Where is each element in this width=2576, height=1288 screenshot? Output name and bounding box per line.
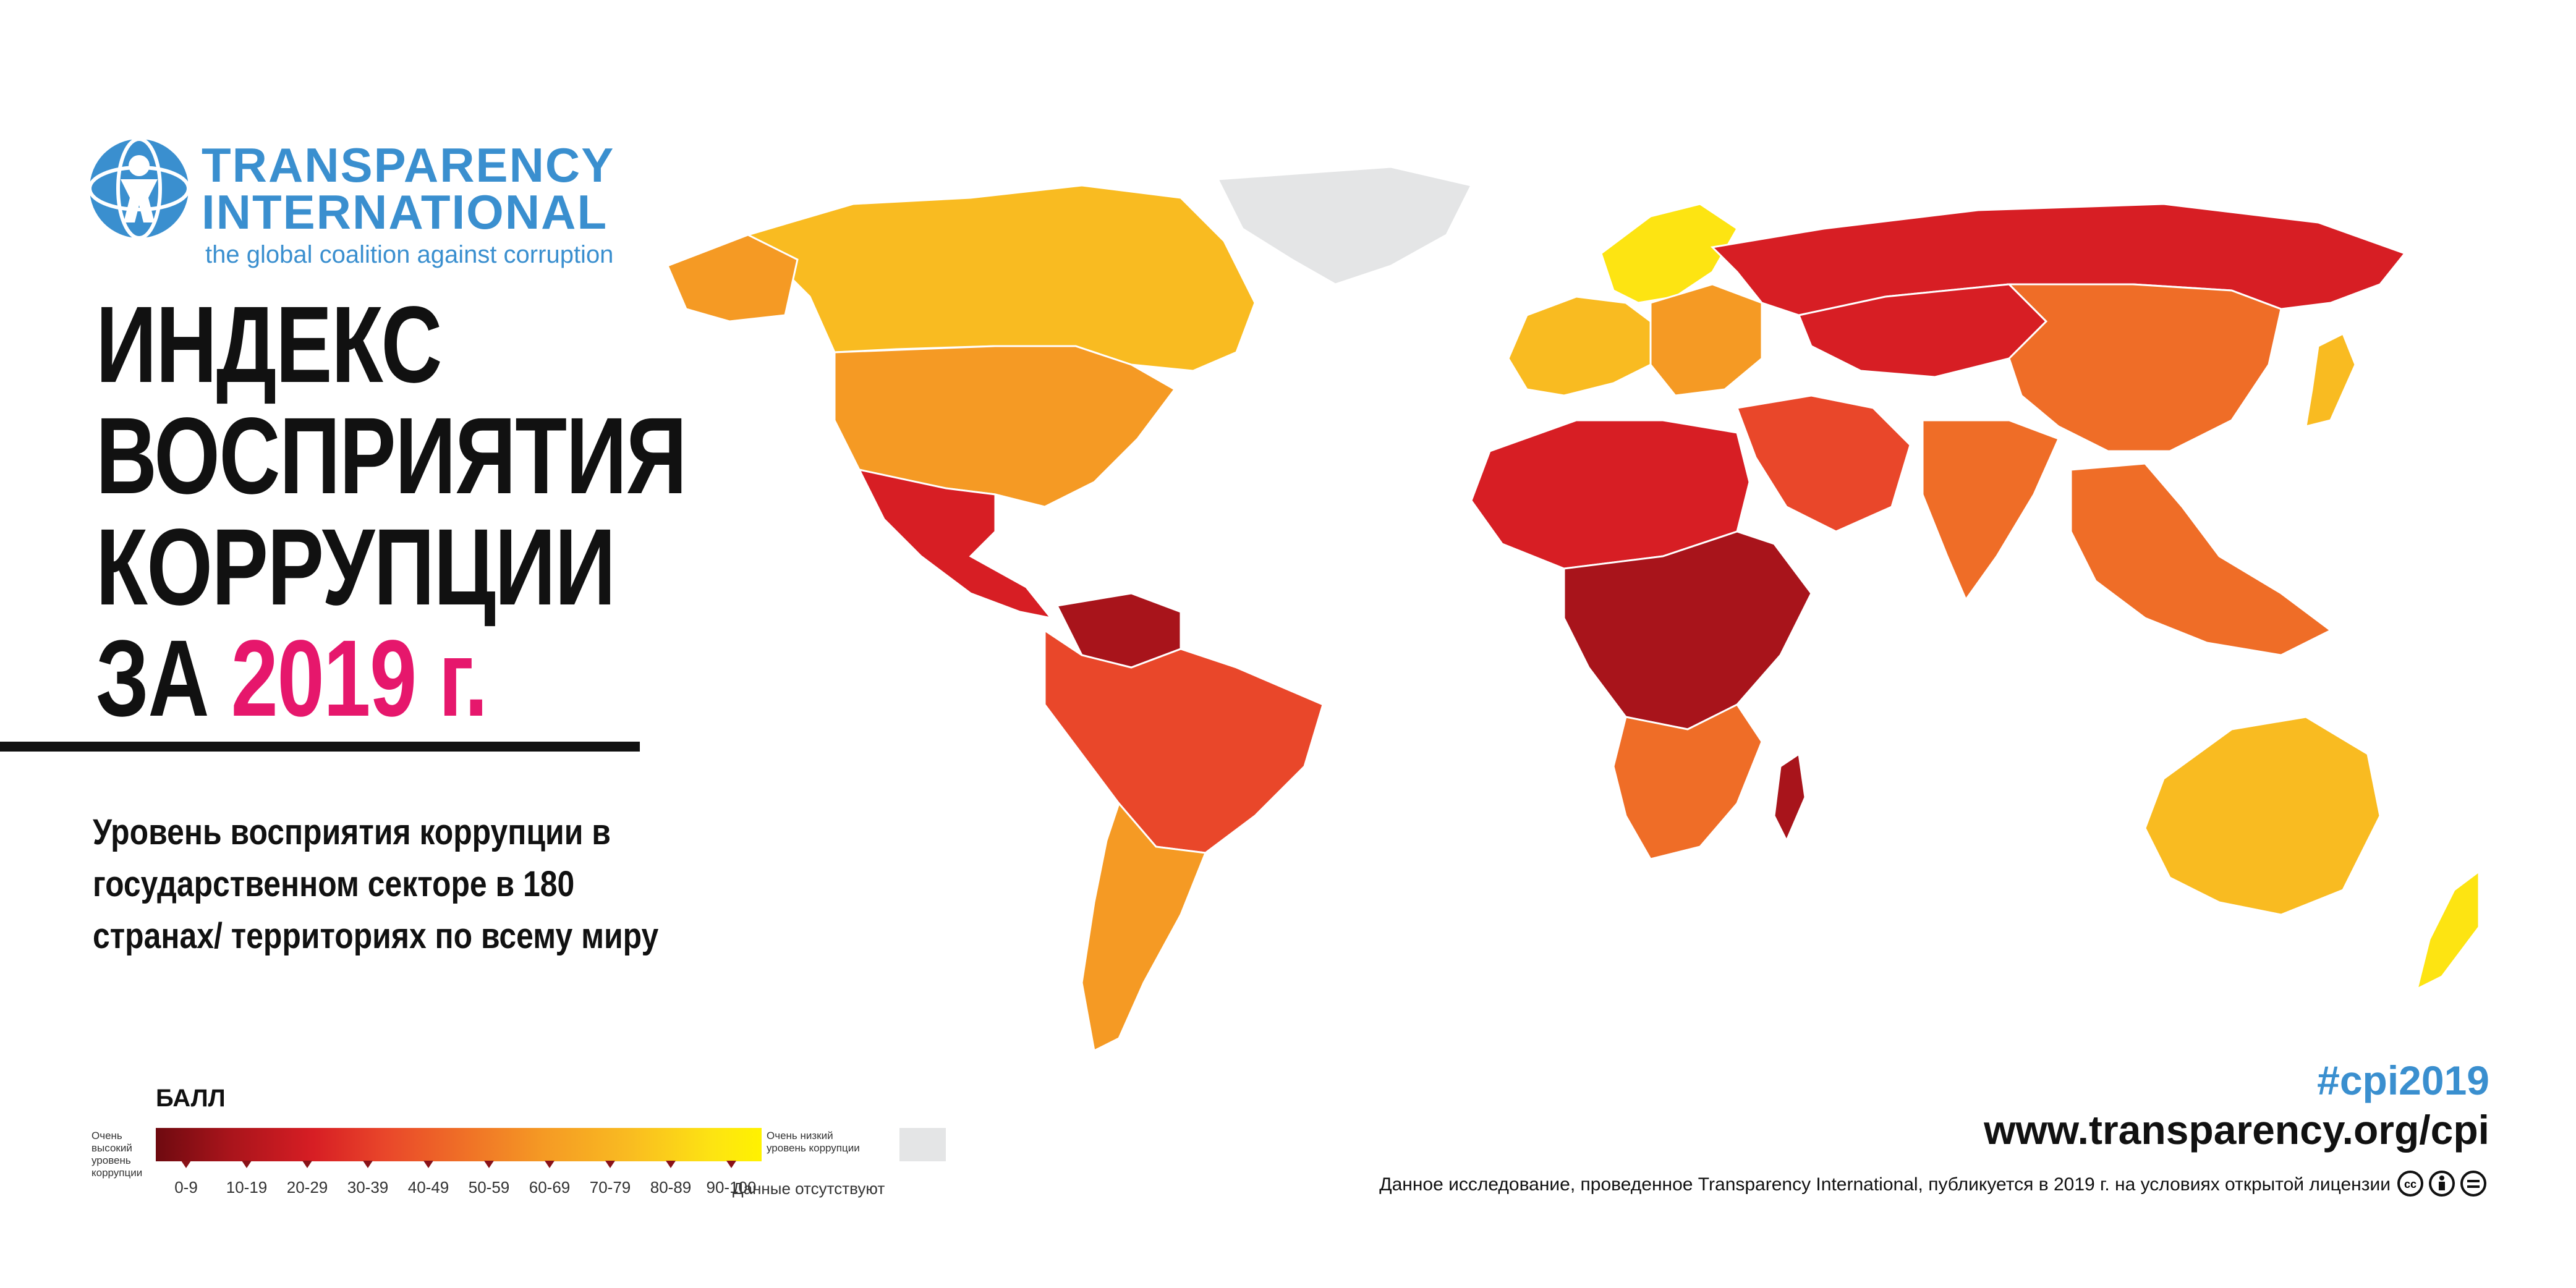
legend-bin-label: 20-29 — [286, 1178, 328, 1197]
legend-tick — [545, 1161, 555, 1168]
region-australia — [2144, 716, 2381, 916]
cc-icon: cc — [2397, 1171, 2423, 1197]
logo-line2: INTERNATIONAL — [202, 185, 608, 239]
region-greenland — [1216, 166, 1473, 286]
legend-title: БАЛЛ — [156, 1085, 226, 1112]
title-line3: КОРРУПЦИИ — [96, 507, 616, 628]
region-alaska — [666, 234, 799, 323]
legend-bin-labels: 0-9 10-19 20-29 30-39 40-49 50-59 60-69 70-79 80… — [156, 1178, 929, 1203]
logo-tagline: the global coalition against corruption — [205, 241, 614, 268]
license-text: Данное исследование, проведенное Transpa… — [1379, 1174, 2391, 1195]
legend-no-data-label: Данные отсутствуют — [733, 1179, 885, 1198]
svg-text:cc: cc — [2404, 1178, 2417, 1190]
legend-bin-label: 80-89 — [650, 1178, 692, 1197]
title-line2: ВОСПРИЯТИЯ — [96, 396, 687, 517]
legend-high-label: Очень высокий уровень коррупции — [91, 1130, 143, 1179]
region-south-america — [1044, 629, 1324, 854]
legend-bin-label: 40-49 — [407, 1178, 449, 1197]
region-china — [2007, 283, 2282, 452]
figure-in-globe-icon — [88, 137, 190, 240]
legend-bin-label: 70-79 — [589, 1178, 631, 1197]
legend-tick — [484, 1161, 494, 1168]
legend-tick — [666, 1161, 676, 1168]
region-japan — [2305, 332, 2357, 428]
title-divider — [0, 742, 640, 752]
legend-tick — [302, 1161, 312, 1168]
region-southeast-asia — [2070, 462, 2332, 656]
region-middle-east — [1735, 394, 1911, 533]
legend-tick — [363, 1161, 373, 1168]
title-prefix: ЗА — [96, 618, 231, 739]
region-india — [1921, 419, 2060, 602]
legend-tick — [605, 1161, 615, 1168]
legend-low-label: Очень низкий уровень коррупции — [767, 1130, 860, 1154]
region-canada — [746, 184, 1256, 372]
legend-bin-label: 50-59 — [468, 1178, 510, 1197]
region-southern-africa — [1612, 703, 1763, 860]
region-europe-east — [1649, 283, 1763, 397]
region-scandinavia — [1600, 203, 1738, 304]
region-central-africa — [1563, 530, 1813, 731]
legend-bin-label: 90-100 — [706, 1178, 757, 1197]
legend-bin-label: 10-19 — [226, 1178, 268, 1197]
transparency-logo: TRANSPARENCY INTERNATIONAL the global co… — [87, 136, 643, 278]
region-europe-west — [1507, 295, 1652, 397]
license-icons: cc — [2397, 1171, 2486, 1197]
world-cpi-map — [666, 166, 2480, 1053]
website-link[interactable]: www.transparency.org/cpi — [1984, 1107, 2489, 1153]
legend-bin-label: 60-69 — [529, 1178, 571, 1197]
region-argentina — [1081, 802, 1207, 1053]
region-new-zealand — [2415, 870, 2480, 991]
legend-tick — [423, 1161, 433, 1168]
logo-line1: TRANSPARENCY — [202, 138, 615, 192]
legend-no-data-swatch — [899, 1128, 946, 1161]
title-line4: ЗА 2019 г. — [96, 624, 488, 733]
legend-bin-label: 0-9 — [174, 1178, 198, 1197]
legend-tick — [242, 1161, 252, 1168]
legend-color-bar — [156, 1128, 762, 1161]
by-icon — [2429, 1171, 2455, 1197]
region-mexico — [857, 468, 1053, 620]
title-line1: ИНДЕКС — [96, 284, 442, 405]
hashtag: #cpi2019 — [2317, 1057, 2489, 1103]
legend-bin-label: 30-39 — [347, 1178, 389, 1197]
legend-ticks — [156, 1161, 762, 1173]
legend-tick — [726, 1161, 736, 1168]
legend-tick — [181, 1161, 191, 1168]
title-year: 2019 г. — [231, 618, 488, 739]
subtitle: Уровень восприятия коррупции в государст… — [93, 812, 659, 956]
nd-icon — [2460, 1171, 2486, 1197]
region-madagascar — [1773, 752, 1806, 843]
